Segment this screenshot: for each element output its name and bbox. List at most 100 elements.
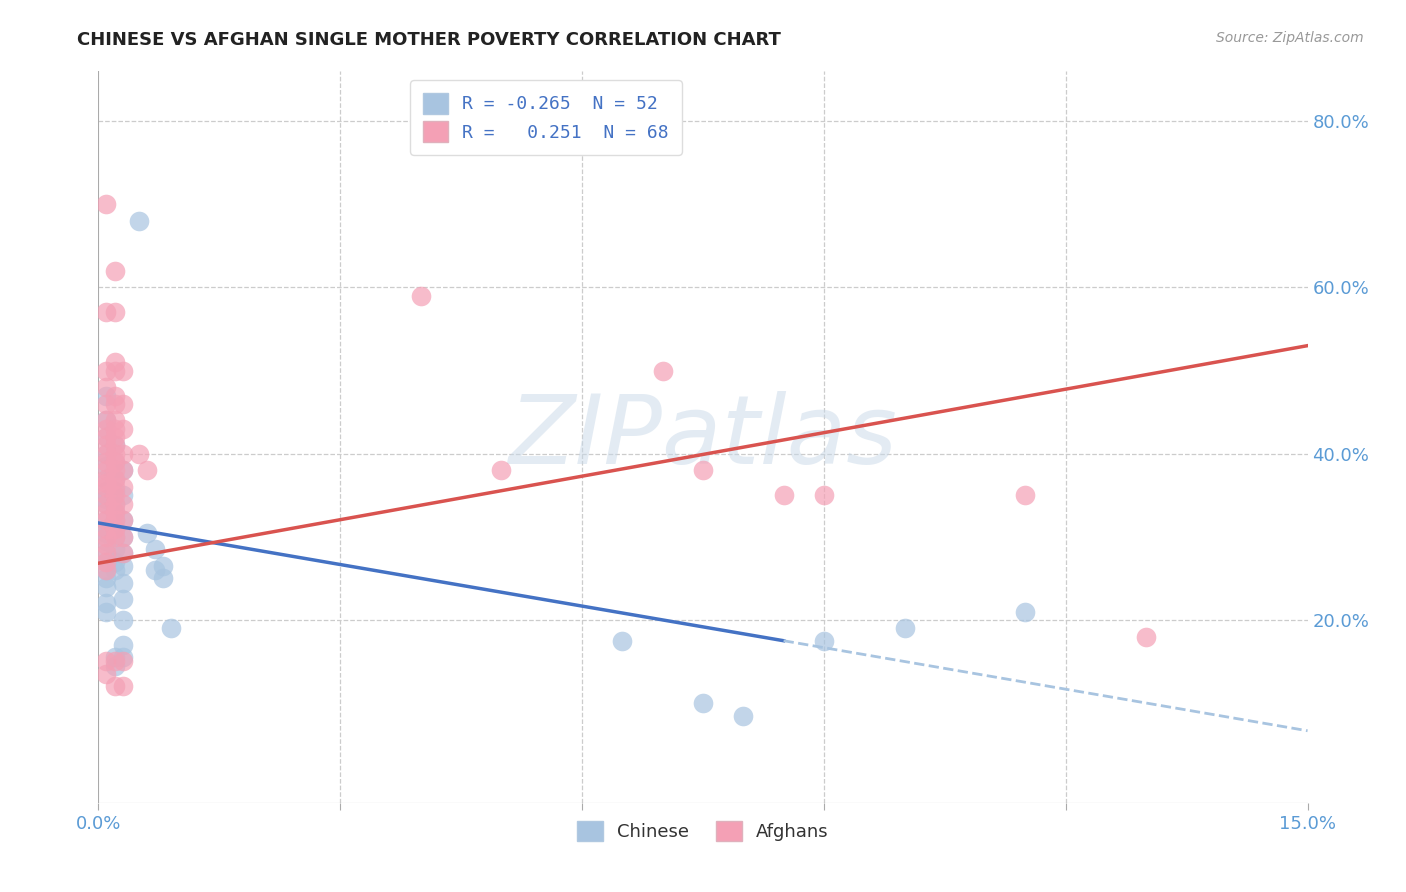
- Point: [111, 592, 134, 607]
- Point: [111, 422, 134, 436]
- Point: [733, 708, 755, 723]
- Point: [103, 430, 125, 444]
- Point: [96, 472, 118, 486]
- Point: [96, 497, 118, 511]
- Point: [96, 438, 118, 452]
- Point: [96, 513, 118, 527]
- Point: [96, 525, 118, 540]
- Legend: Chinese, Afghans: Chinese, Afghans: [571, 814, 835, 848]
- Point: [103, 472, 125, 486]
- Point: [103, 555, 125, 569]
- Point: [128, 447, 150, 461]
- Point: [692, 696, 714, 710]
- Point: [111, 546, 134, 560]
- Point: [96, 463, 118, 477]
- Point: [103, 388, 125, 402]
- Point: [111, 513, 134, 527]
- Point: [96, 596, 118, 610]
- Point: [96, 533, 118, 548]
- Point: [96, 538, 118, 552]
- Point: [103, 530, 125, 544]
- Point: [143, 542, 166, 557]
- Point: [111, 463, 134, 477]
- Point: [152, 558, 174, 573]
- Point: [96, 305, 118, 319]
- Point: [409, 289, 432, 303]
- Point: [813, 488, 835, 502]
- Point: [111, 480, 134, 494]
- Point: [103, 355, 125, 369]
- Point: [103, 530, 125, 544]
- Point: [103, 447, 125, 461]
- Point: [103, 438, 125, 452]
- Point: [103, 521, 125, 535]
- Point: [96, 484, 118, 499]
- Point: [111, 513, 134, 527]
- Point: [103, 542, 125, 557]
- Point: [96, 197, 118, 211]
- Point: [103, 680, 125, 694]
- Point: [96, 455, 118, 469]
- Point: [103, 480, 125, 494]
- Point: [111, 397, 134, 411]
- Point: [96, 447, 118, 461]
- Point: [103, 505, 125, 519]
- Point: [103, 438, 125, 452]
- Point: [103, 264, 125, 278]
- Point: [96, 447, 118, 461]
- Point: [96, 513, 118, 527]
- Point: [96, 492, 118, 507]
- Point: [111, 497, 134, 511]
- Point: [103, 484, 125, 499]
- Point: [96, 521, 118, 535]
- Point: [96, 422, 118, 436]
- Point: [111, 447, 134, 461]
- Point: [612, 633, 634, 648]
- Point: [96, 497, 118, 511]
- Point: [111, 530, 134, 544]
- Point: [111, 655, 134, 669]
- Point: [103, 463, 125, 477]
- Point: [96, 555, 118, 569]
- Point: [96, 397, 118, 411]
- Point: [772, 488, 794, 502]
- Point: [96, 430, 118, 444]
- Point: [96, 413, 118, 427]
- Point: [96, 555, 118, 569]
- Point: [96, 521, 118, 535]
- Point: [103, 513, 125, 527]
- Point: [103, 455, 125, 469]
- Point: [103, 413, 125, 427]
- Point: [96, 605, 118, 619]
- Point: [96, 430, 118, 444]
- Point: [96, 472, 118, 486]
- Point: [111, 650, 134, 665]
- Point: [111, 488, 134, 502]
- Text: Source: ZipAtlas.com: Source: ZipAtlas.com: [1216, 31, 1364, 45]
- Point: [96, 505, 118, 519]
- Point: [111, 575, 134, 590]
- Point: [143, 563, 166, 577]
- Point: [103, 650, 125, 665]
- Point: [651, 363, 673, 377]
- Point: [96, 655, 118, 669]
- Point: [96, 580, 118, 594]
- Point: [103, 363, 125, 377]
- Point: [103, 497, 125, 511]
- Point: [128, 214, 150, 228]
- Point: [1014, 488, 1036, 502]
- Point: [111, 463, 134, 477]
- Point: [96, 380, 118, 394]
- Point: [111, 558, 134, 573]
- Point: [491, 463, 513, 477]
- Point: [103, 455, 125, 469]
- Point: [135, 525, 157, 540]
- Point: [96, 546, 118, 560]
- Point: [96, 563, 118, 577]
- Point: [96, 530, 118, 544]
- Point: [103, 563, 125, 577]
- Point: [96, 363, 118, 377]
- Point: [692, 463, 714, 477]
- Point: [103, 505, 125, 519]
- Point: [1014, 605, 1036, 619]
